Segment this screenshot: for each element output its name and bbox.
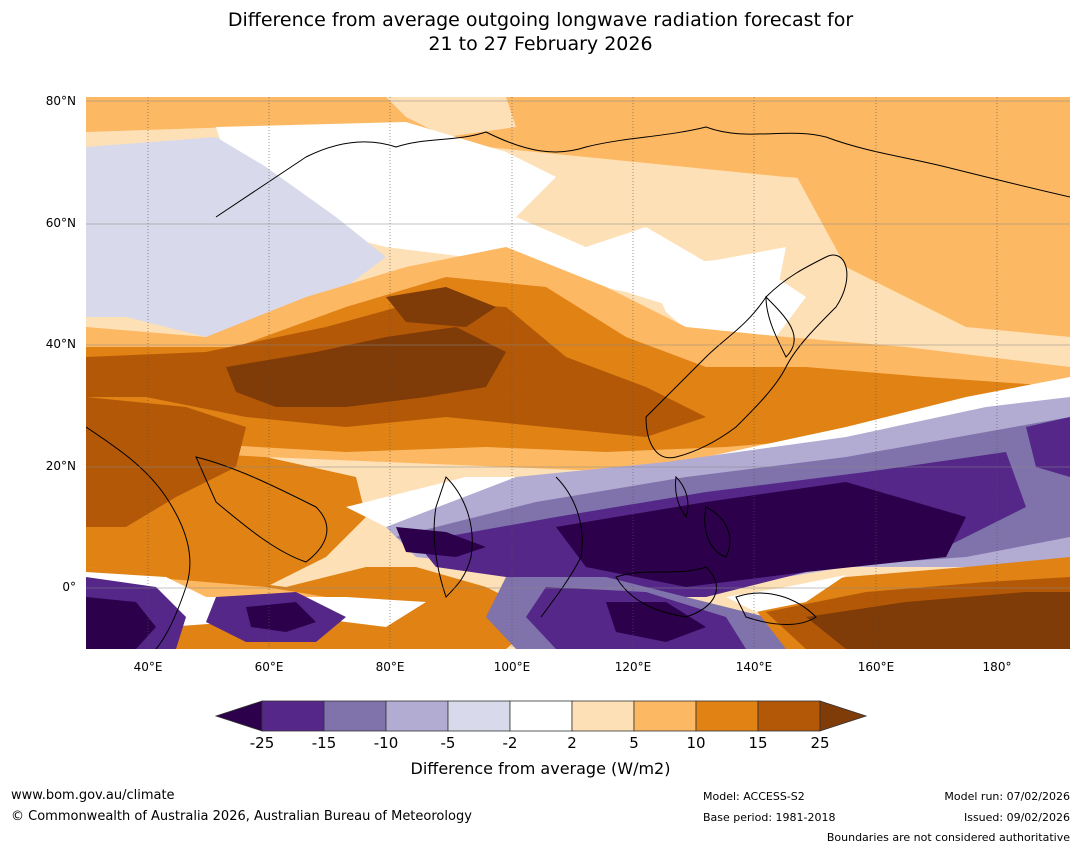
colorbar-swatches	[214, 700, 868, 732]
title-line-1: Difference from average outgoing longwav…	[227, 9, 854, 31]
lon-label-80e: 80°E	[375, 660, 405, 674]
lon-label-40e: 40°E	[133, 660, 163, 674]
map-canvas	[86, 97, 1070, 649]
region-west-russia-negative	[86, 137, 386, 337]
lat-label-0: 0°	[62, 580, 76, 594]
model-run-date: Model run: 07/02/2026	[944, 790, 1070, 803]
colorbar-swatch-above-25	[819, 700, 868, 732]
region-manchuria-neutral	[646, 257, 806, 347]
coastlines	[86, 126, 1070, 649]
colorbar-tick-neg15: -15	[311, 734, 337, 752]
colorbar-label: Difference from average (W/m2)	[410, 759, 671, 778]
region-bay-extreme-negative	[396, 527, 486, 557]
region-warm-pool-extreme-negative	[556, 482, 966, 587]
title-line-2: 21 to 27 February 2026	[428, 33, 653, 55]
colorbar-tick-neg10: -10	[373, 734, 399, 752]
lat-label-40n: 40°N	[45, 337, 76, 351]
region-northeast-positive	[786, 157, 1070, 337]
anomaly-map	[86, 97, 1070, 649]
lon-label-160e: 160°E	[857, 660, 895, 674]
colorbar-tick-10: 10	[686, 734, 706, 752]
region-java-extreme	[606, 602, 706, 642]
colorbar-swatch-neg5-neg2	[447, 700, 511, 732]
colorbar-swatch-15-25	[757, 700, 821, 732]
colorbar-swatch-neg25-neg15	[261, 700, 325, 732]
model-name: Model: ACCESS-S2	[703, 790, 805, 803]
colorbar-swatch-below-neg25	[214, 700, 263, 732]
region-tibet-extreme	[226, 327, 506, 407]
colorbar-tick-2: 2	[567, 734, 577, 752]
region-tarim-extreme	[386, 287, 496, 327]
colorbar-swatch-neg15-neg10	[323, 700, 387, 732]
colorbar	[214, 700, 868, 732]
lon-label-60e: 60°E	[254, 660, 284, 674]
issued-date: Issued: 09/02/2026	[963, 811, 1070, 824]
graticule	[147, 97, 998, 649]
chart-title: Difference from average outgoing longwav…	[0, 8, 1081, 56]
lon-label-140e: 140°E	[735, 660, 773, 674]
colorbar-tick-neg2: -2	[502, 734, 518, 752]
lat-label-20n: 20°N	[45, 459, 76, 473]
colorbar-swatch-neg2-2	[509, 700, 573, 732]
website-url: www.bom.gov.au/climate	[11, 788, 175, 803]
region-arabia-strong	[86, 397, 246, 527]
boundary-disclaimer: Boundaries are not considered authoritat…	[826, 831, 1070, 844]
base-period: Base period: 1981-2018	[703, 811, 836, 824]
latitude-lines	[86, 100, 1070, 589]
lon-label-120e: 120°E	[614, 660, 652, 674]
lon-label-100e: 100°E	[493, 660, 531, 674]
region-east-africa-extreme	[86, 597, 156, 649]
colorbar-swatch-5-10	[633, 700, 697, 732]
lat-label-80n: 80°N	[45, 94, 76, 108]
colorbar-swatch-10-15	[695, 700, 759, 732]
region-siberia-neutral	[216, 122, 786, 317]
region-south-indian-extreme	[246, 602, 316, 632]
colorbar-swatch-neg10-neg5	[385, 700, 449, 732]
region-arctic-light	[386, 97, 516, 137]
colorbar-tick-neg5: -5	[440, 734, 456, 752]
colorbar-tick-25: 25	[810, 734, 830, 752]
lat-label-60n: 60°N	[45, 216, 76, 230]
colorbar-swatch-2-5	[571, 700, 635, 732]
copyright-notice: © Commonwealth of Australia 2026, Austra…	[11, 809, 472, 824]
colorbar-tick-15: 15	[748, 734, 768, 752]
region-east-pacific-negative	[1026, 417, 1070, 477]
lon-label-180: 180°	[982, 660, 1012, 674]
region-sw-pacific-neutral	[726, 575, 846, 612]
region-coral-sea-extreme	[806, 592, 1070, 649]
colorbar-tick-neg25: -25	[249, 734, 275, 752]
colorbar-tick-5: 5	[629, 734, 639, 752]
